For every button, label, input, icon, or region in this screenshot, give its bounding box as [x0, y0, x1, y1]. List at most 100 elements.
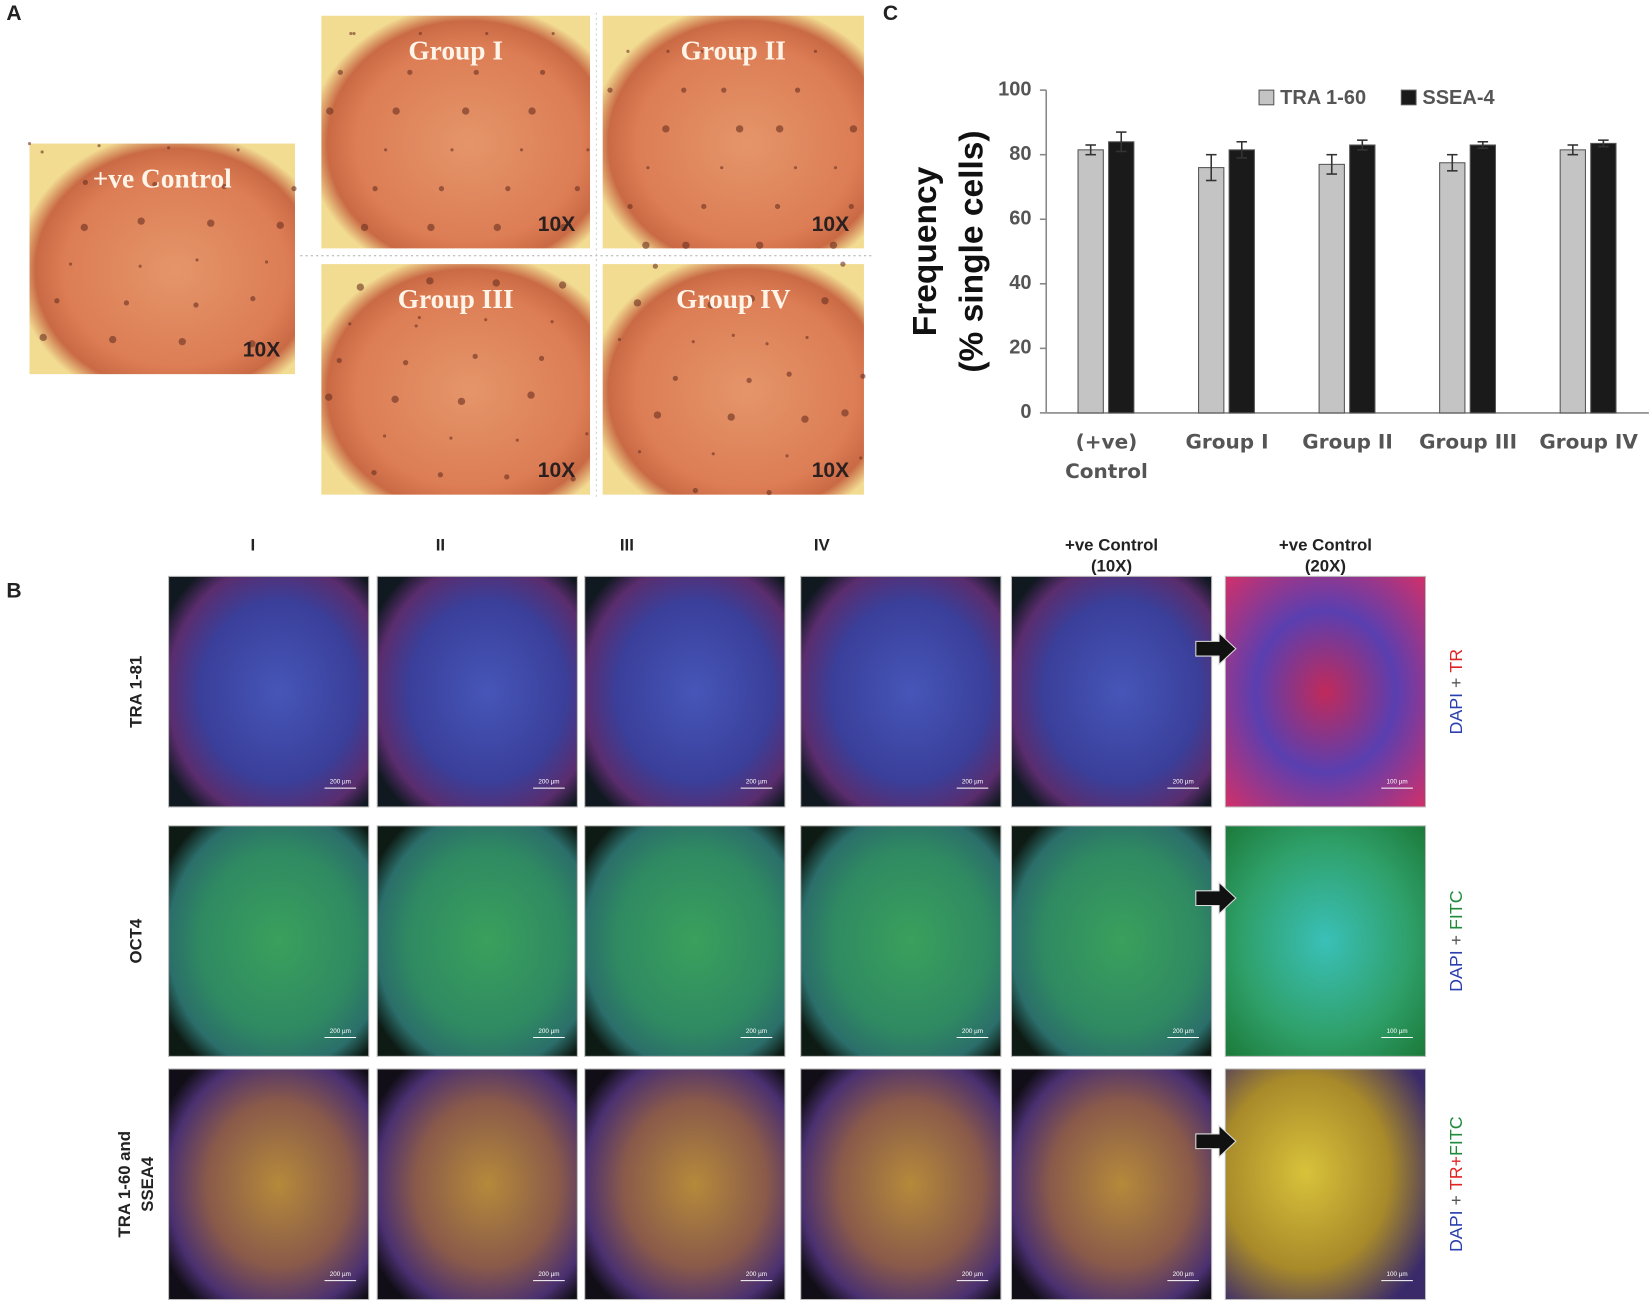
speck: [662, 125, 670, 133]
speck: [691, 340, 695, 344]
stain-label: DAPI + TR: [1446, 649, 1466, 735]
speck: [793, 166, 798, 170]
speck: [570, 476, 576, 482]
speck: [473, 69, 479, 75]
legend-swatch: [1400, 89, 1417, 106]
speck: [207, 219, 215, 227]
speck: [642, 241, 650, 249]
speck: [137, 217, 145, 225]
x-tick-label: Group I: [1185, 430, 1269, 454]
speck: [193, 302, 199, 308]
speck: [550, 320, 554, 324]
speck: [352, 31, 356, 36]
arrow: [1195, 881, 1237, 916]
speck: [707, 301, 715, 309]
speck: [813, 49, 818, 53]
speck: [450, 148, 454, 152]
panel-label: C: [883, 2, 898, 25]
speck: [740, 49, 744, 53]
error-bar: [1115, 131, 1127, 153]
speck: [720, 166, 724, 170]
magnification: 10X: [538, 213, 575, 236]
row-label: OCT4: [126, 918, 145, 963]
micrograph: [1224, 575, 1427, 808]
scale-bar-label: 200 µm: [746, 1271, 767, 1278]
speck: [80, 223, 88, 232]
stain-part: +: [1446, 930, 1466, 950]
speck: [97, 144, 101, 148]
speck: [794, 87, 801, 93]
stain-part: DAPI: [1446, 693, 1466, 735]
scale-bar-label: 200 µm: [962, 778, 983, 785]
arrow: [1195, 1124, 1237, 1159]
speck: [765, 342, 769, 346]
micrograph: [168, 575, 370, 808]
speck: [821, 297, 829, 305]
speck: [841, 409, 849, 417]
micrograph: [800, 825, 1002, 1057]
legend-label: SSEA-4: [1422, 87, 1494, 109]
speck: [585, 432, 589, 436]
speck: [848, 203, 854, 210]
bar: [1318, 163, 1345, 414]
column-header: +ve Control: [1279, 535, 1372, 554]
speck: [348, 322, 352, 326]
scale-bar-label: 200 µm: [962, 1028, 983, 1035]
scale-bar-label: 200 µm: [330, 778, 351, 785]
column-header: I: [251, 535, 256, 554]
speck: [805, 335, 809, 340]
panel-label: A: [6, 2, 21, 25]
speck: [109, 335, 117, 344]
speck: [336, 357, 342, 364]
speck: [392, 107, 400, 115]
micrograph: [376, 1068, 578, 1301]
bar: [1559, 149, 1586, 414]
column-header: (20X): [1305, 556, 1346, 575]
speck: [746, 377, 752, 384]
micrograph: [376, 825, 578, 1057]
y-tick-label: 0: [1020, 401, 1031, 423]
speck: [627, 203, 633, 210]
stain-part: +: [1446, 1190, 1466, 1210]
error-bar: [1326, 153, 1338, 175]
arrow: [1195, 631, 1237, 666]
speck: [801, 415, 809, 423]
micrograph: [168, 825, 370, 1057]
speck: [700, 49, 704, 53]
stain-part: +: [1446, 673, 1466, 693]
column-header: III: [620, 535, 634, 554]
scale-bar-label: 200 µm: [962, 1271, 983, 1278]
magnification: 10X: [812, 459, 849, 482]
speck: [417, 315, 421, 320]
micrograph: [321, 264, 591, 495]
speck: [326, 107, 334, 115]
speck: [840, 261, 846, 267]
stain-part: FITC: [1446, 1116, 1466, 1156]
speck: [519, 148, 524, 152]
speck: [559, 223, 568, 232]
speck: [391, 395, 399, 403]
speck: [438, 186, 445, 192]
speck: [538, 355, 545, 362]
bar: [1349, 144, 1376, 414]
x-tick-label: Group IV: [1539, 430, 1638, 454]
error-bar: [1236, 140, 1248, 159]
stain-part: DAPI: [1446, 950, 1466, 992]
speck: [829, 241, 838, 249]
legend-label: TRA 1-60: [1280, 87, 1366, 109]
micrograph: [800, 1068, 1002, 1301]
speck: [505, 186, 511, 192]
speck: [682, 241, 690, 249]
x-tick-wrap: Group IV: [1539, 430, 1638, 454]
micrograph: [1224, 1068, 1427, 1301]
speck: [774, 203, 781, 210]
speck: [735, 125, 744, 133]
speck: [617, 337, 622, 342]
image-label: Group IV: [676, 284, 791, 314]
error-bar: [1567, 144, 1579, 156]
speck: [426, 277, 434, 285]
x-tick-wrap: (+ve) Control: [1065, 431, 1148, 483]
micrograph: [1010, 575, 1213, 808]
column-header: IV: [814, 535, 831, 554]
speck: [666, 49, 670, 53]
